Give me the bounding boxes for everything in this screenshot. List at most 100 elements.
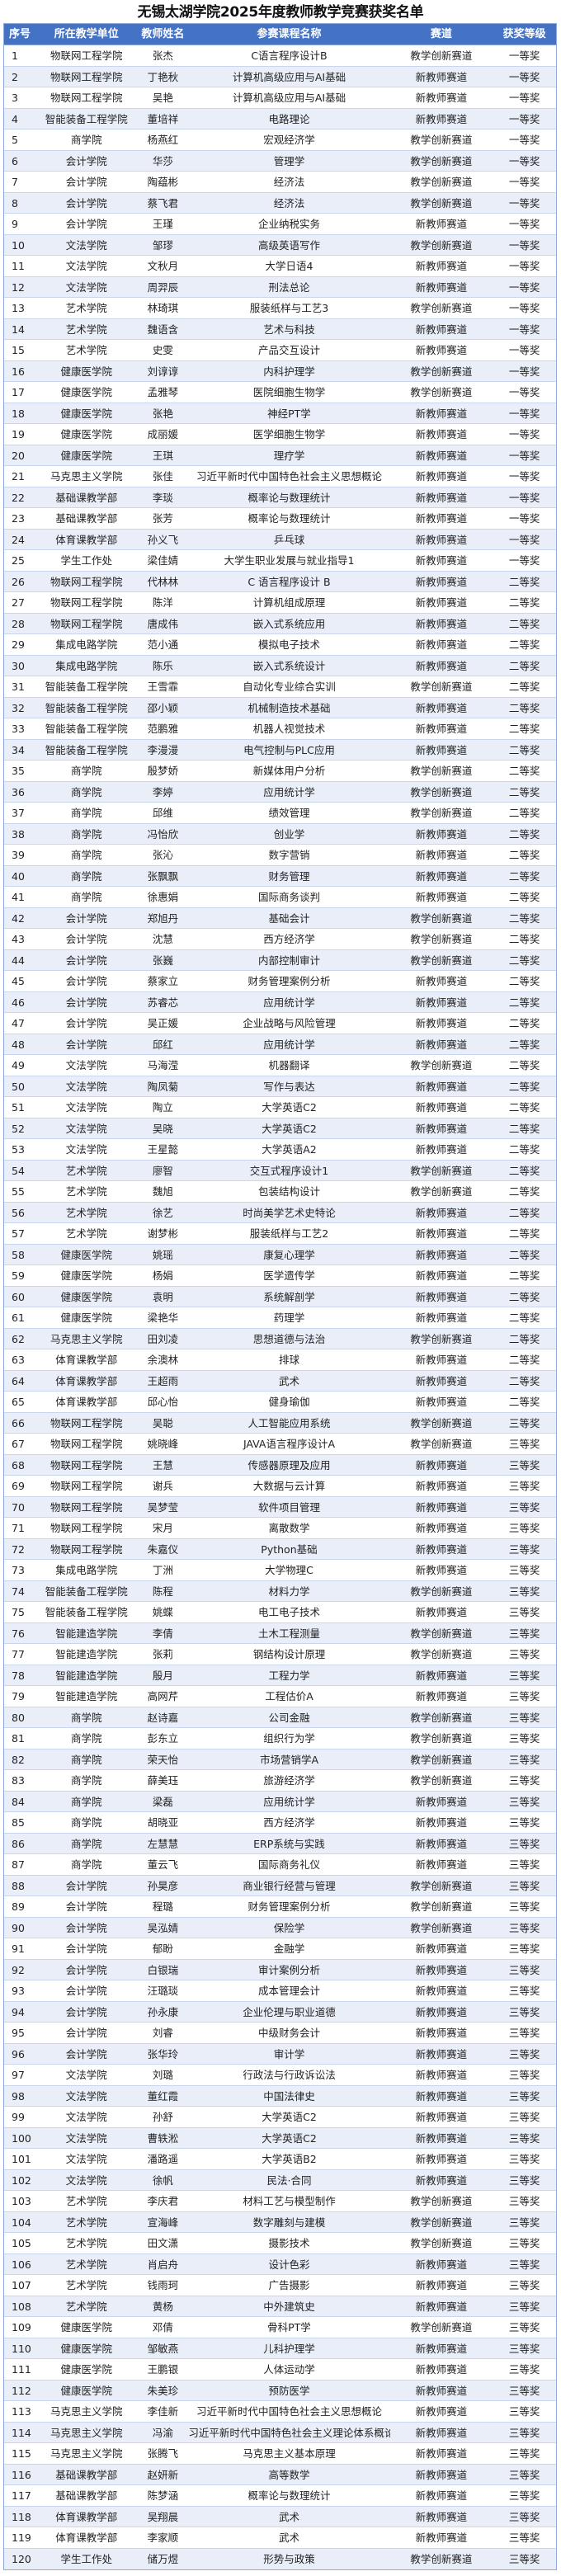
- table-row: 35 商学院 殷梦娇 新媒体用户分析 教学创新赛道 二等奖: [4, 761, 556, 782]
- cell-track: 新教师赛道: [415, 1269, 468, 1282]
- cell-course: 武术: [278, 2531, 299, 2544]
- cell-track: 新教师赛道: [415, 1290, 468, 1303]
- cell-award: 二等奖: [508, 1185, 540, 1198]
- cell-track: 新教师赛道: [415, 1943, 468, 1955]
- cell-course: 大数据与云计算: [252, 1480, 326, 1492]
- cell-track: 教学创新赛道: [410, 2237, 473, 2249]
- cell-teacher: 徐惠娟: [147, 891, 179, 903]
- cell-teacher: 陈程: [152, 1585, 173, 1598]
- table-row: 33 智能装备工程学院 范鹏雅 机器人视觉技术 新教师赛道 二等奖: [4, 718, 556, 740]
- table-row: 52 文法学院 吴晓 大学英语C2 新教师赛道 二等奖: [4, 1118, 556, 1139]
- cell-award: 三等奖: [508, 2005, 540, 2018]
- cell-unit: 物联网工程学院: [50, 70, 123, 83]
- cell-award: 三等奖: [508, 1690, 540, 1702]
- table-row: 115 马克思主义学院 张腾飞 马克思主义基本原理 新教师赛道 三等奖: [4, 2443, 556, 2465]
- cell-track: 新教师赛道: [415, 2363, 468, 2376]
- cell-unit: 艺术学院: [65, 2237, 107, 2249]
- cell-award: 一等奖: [508, 533, 540, 546]
- cell-unit: 商学院: [70, 1837, 102, 1850]
- table-row: 76 智能建造学院 李倩 土木工程测量 教学创新赛道 三等奖: [4, 1622, 556, 1644]
- cell-award: 二等奖: [508, 1248, 540, 1261]
- cell-track: 教学创新赛道: [410, 954, 473, 967]
- cell-award: 二等奖: [508, 575, 540, 588]
- cell-track: 教学创新赛道: [410, 1059, 473, 1071]
- cell-award: 三等奖: [508, 1627, 540, 1640]
- cell-seq: 41: [12, 891, 25, 903]
- cell-track: 新教师赛道: [415, 2069, 468, 2081]
- cell-unit: 会计学院: [65, 154, 107, 167]
- cell-course: 高等数学: [268, 2468, 310, 2481]
- cell-course: 乒乓球: [273, 533, 305, 546]
- cell-seq: 114: [12, 2426, 31, 2439]
- table-row: 81 商学院 彭东立 组织行为学 教学创新赛道 三等奖: [4, 1728, 556, 1750]
- cell-teacher: 蔡飞君: [147, 196, 179, 210]
- table-row: 95 会计学院 刘睿 中级财务会计 新教师赛道 三等奖: [4, 2023, 556, 2044]
- cell-award: 二等奖: [508, 1101, 540, 1114]
- table-row: 75 智能装备工程学院 姚蝶 电工电子技术 新教师赛道 三等奖: [4, 1602, 556, 1623]
- cell-teacher: 成丽媛: [147, 428, 179, 440]
- cell-seq: 31: [12, 680, 25, 693]
- cell-award: 三等奖: [508, 1522, 540, 1534]
- cell-track: 新教师赛道: [415, 428, 468, 440]
- cell-track: 新教师赛道: [415, 1795, 468, 1808]
- cell-course: 应用统计学: [263, 785, 315, 798]
- cell-teacher: 蔡家立: [147, 975, 179, 987]
- cell-course: 工程估价A: [265, 1690, 314, 1702]
- cell-unit: 物联网工程学院: [50, 1458, 123, 1472]
- cell-course: 企业纳税实务: [257, 218, 320, 230]
- cell-course: 材料力学: [268, 1585, 310, 1598]
- table-row: 3 物联网工程学院 吴艳 计算机高级应用与AI基础 新教师赛道 一等奖: [4, 87, 556, 109]
- cell-seq: 50: [12, 1080, 25, 1093]
- cell-award: 二等奖: [508, 933, 540, 945]
- table-row: 108 艺术学院 黄杨 中外建筑史 新教师赛道 三等奖: [4, 2296, 556, 2317]
- cell-course: 服装纸样与工艺3: [249, 302, 329, 314]
- cell-teacher: 王雪霏: [147, 680, 179, 693]
- table-row: 73 集成电路学院 丁洲 大学物理C 新教师赛道 三等奖: [4, 1560, 556, 1581]
- cell-course: 成本管理会计: [257, 1985, 320, 1997]
- table-row: 105 艺术学院 田文潇 摄影技术 教学创新赛道 三等奖: [4, 2233, 556, 2254]
- cell-course: 保险学: [273, 1921, 305, 1934]
- cell-course: 民法·合同: [266, 2173, 312, 2187]
- table-row: 96 会计学院 张华玲 审计学 新教师赛道 三等奖: [4, 2043, 556, 2065]
- cell-track: 教学创新赛道: [410, 680, 473, 693]
- cell-course: 高级英语写作: [257, 238, 320, 252]
- cell-unit: 商学院: [70, 849, 102, 861]
- cell-seq: 58: [12, 1248, 25, 1261]
- cell-teacher: 吴正媛: [147, 1017, 179, 1029]
- cell-teacher: 姚晓峰: [147, 1438, 179, 1450]
- cell-track: 新教师赛道: [415, 344, 468, 356]
- cell-seq: 56: [12, 1206, 25, 1219]
- cell-unit: 学生工作处: [60, 554, 112, 567]
- cell-award: 二等奖: [508, 596, 540, 609]
- table-row: 25 学生工作处 梁佳婧 大学生职业发展与就业指导1 新教师赛道 一等奖: [4, 550, 556, 572]
- cell-course: 基础会计: [268, 911, 310, 925]
- cell-track: 新教师赛道: [415, 1816, 468, 1829]
- cell-award: 二等奖: [508, 849, 540, 861]
- cell-seq: 49: [12, 1059, 25, 1071]
- cell-track: 新教师赛道: [415, 2047, 468, 2060]
- cell-track: 新教师赛道: [415, 891, 468, 903]
- cell-seq: 32: [12, 701, 25, 714]
- cell-award: 三等奖: [508, 2131, 540, 2145]
- table-row: 19 健康医学院 成丽媛 医学细胞生物学 新教师赛道 一等奖: [4, 424, 556, 445]
- cell-teacher: 李倩: [152, 1627, 173, 1640]
- cell-award: 二等奖: [508, 911, 540, 925]
- cell-track: 新教师赛道: [415, 1206, 468, 1219]
- cell-unit: 商学院: [70, 1858, 102, 1871]
- cell-course: 广告摄影: [268, 2279, 310, 2291]
- cell-track: 教学创新赛道: [410, 134, 473, 146]
- cell-track: 新教师赛道: [415, 2468, 468, 2481]
- cell-course: 土木工程测量: [257, 1627, 320, 1640]
- cell-seq: 78: [12, 1669, 25, 1682]
- table-row: 63 体育课教学部 余澳林 排球 新教师赛道 二等奖: [4, 1349, 556, 1371]
- cell-course: 刑法总论: [268, 280, 310, 294]
- cell-unit: 健康医学院: [60, 1248, 112, 1261]
- cell-teacher: 林琦琪: [147, 302, 179, 314]
- cell-award: 三等奖: [508, 2111, 540, 2123]
- cell-course: 市场营销学A: [259, 1753, 318, 1766]
- cell-award: 二等奖: [508, 659, 540, 672]
- cell-unit: 智能装备工程学院: [45, 680, 128, 693]
- cell-teacher: 谢兵: [152, 1480, 173, 1492]
- cell-seq: 21: [12, 470, 25, 483]
- cell-course: 计算机组成原理: [252, 596, 326, 609]
